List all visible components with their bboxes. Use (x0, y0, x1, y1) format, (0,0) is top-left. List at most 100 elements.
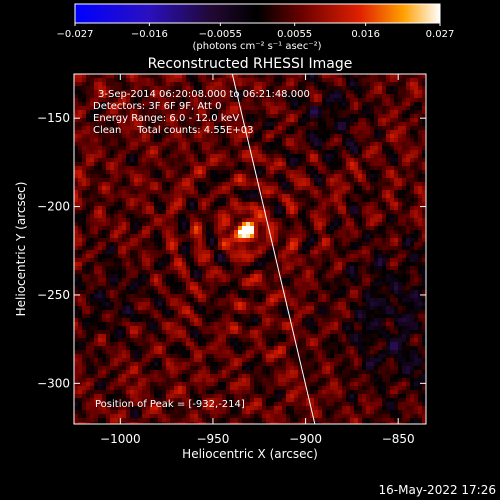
heatmap-cell (198, 94, 202, 98)
heatmap-cell (306, 282, 310, 286)
heatmap-cell (298, 202, 302, 206)
heatmap-cell (130, 170, 134, 174)
heatmap-cell (286, 142, 290, 146)
heatmap-cell (398, 270, 402, 274)
heatmap-cell (86, 230, 90, 234)
heatmap-cell (258, 226, 262, 230)
heatmap-cell (394, 242, 398, 246)
heatmap-cell (186, 138, 190, 142)
heatmap-cell (110, 218, 114, 222)
heatmap-cell (90, 114, 94, 118)
heatmap-cell (158, 230, 162, 234)
heatmap-cell (418, 74, 422, 78)
heatmap-cell (374, 126, 378, 130)
heatmap-cell (410, 214, 414, 218)
heatmap-cell (378, 174, 382, 178)
heatmap-cell (370, 282, 374, 286)
heatmap-cell (182, 122, 186, 126)
heatmap-cell (198, 210, 202, 214)
heatmap-cell (146, 134, 150, 138)
heatmap-cell (190, 150, 194, 154)
heatmap-cell (78, 226, 82, 230)
heatmap-cell (394, 214, 398, 218)
heatmap-cell (418, 258, 422, 262)
heatmap-cell (158, 282, 162, 286)
heatmap-cell (150, 214, 154, 218)
heatmap-cell (102, 262, 106, 266)
heatmap-cell (418, 126, 422, 130)
heatmap-cell (174, 206, 178, 210)
heatmap-cell (318, 74, 322, 78)
heatmap-cell (90, 206, 94, 210)
heatmap-cell (330, 94, 334, 98)
heatmap-cell (242, 74, 246, 78)
heatmap-cell (130, 106, 134, 110)
heatmap-cell (274, 266, 278, 270)
heatmap-cell (366, 178, 370, 182)
heatmap-cell (206, 186, 210, 190)
heatmap-cell (134, 122, 138, 126)
heatmap-cell (370, 142, 374, 146)
heatmap-cell (410, 246, 414, 250)
heatmap-cell (286, 106, 290, 110)
heatmap-cell (374, 166, 378, 170)
heatmap-cell (206, 174, 210, 178)
heatmap-cell (234, 242, 238, 246)
heatmap-cell (414, 122, 418, 126)
heatmap-cell (382, 246, 386, 250)
heatmap-cell (298, 94, 302, 98)
heatmap-cell (142, 82, 146, 86)
heatmap-cell (278, 142, 282, 146)
heatmap-cell (234, 214, 238, 218)
heatmap-cell (110, 254, 114, 258)
heatmap-cell (134, 138, 138, 142)
heatmap-cell (270, 210, 274, 214)
heatmap-cell (254, 266, 258, 270)
heatmap-cell (198, 146, 202, 150)
heatmap-cell (110, 118, 114, 122)
heatmap-cell (214, 106, 218, 110)
heatmap-cell (254, 234, 258, 238)
heatmap-cell (146, 210, 150, 214)
heatmap-cell (74, 274, 78, 278)
heatmap-cell (338, 294, 342, 298)
heatmap-cell (330, 154, 334, 158)
heatmap-cell (206, 142, 210, 146)
heatmap-cell (182, 106, 186, 110)
heatmap-cell (94, 222, 98, 226)
heatmap-cell (226, 202, 230, 206)
heatmap-cell (162, 242, 166, 246)
heatmap-cell (174, 282, 178, 286)
heatmap-cell (302, 190, 306, 194)
heatmap-cell (278, 154, 282, 158)
heatmap-cell (362, 98, 366, 102)
heatmap-cell (114, 166, 118, 170)
heatmap-cell (222, 138, 226, 142)
heatmap-cell (122, 242, 126, 246)
heatmap-cell (166, 82, 170, 86)
heatmap-cell (162, 250, 166, 254)
heatmap-cell (134, 286, 138, 290)
heatmap-cell (114, 234, 118, 238)
heatmap-cell (298, 246, 302, 250)
heatmap-cell (258, 118, 262, 122)
heatmap-cell (234, 186, 238, 190)
heatmap-cell (330, 234, 334, 238)
heatmap-cell (358, 150, 362, 154)
heatmap-cell (422, 178, 426, 182)
heatmap-cell (206, 90, 210, 94)
heatmap-cell (182, 234, 186, 238)
heatmap-cell (130, 238, 134, 242)
heatmap-cell (354, 126, 358, 130)
heatmap-cell (330, 150, 334, 154)
heatmap-cell (166, 130, 170, 134)
heatmap-cell (218, 270, 222, 274)
heatmap-cell (250, 282, 254, 286)
heatmap-cell (314, 242, 318, 246)
heatmap-cell (214, 74, 218, 78)
heatmap-cell (78, 118, 82, 122)
heatmap-cell (414, 90, 418, 94)
heatmap-cell (254, 194, 258, 198)
heatmap-cell (294, 286, 298, 290)
heatmap-cell (262, 218, 266, 222)
